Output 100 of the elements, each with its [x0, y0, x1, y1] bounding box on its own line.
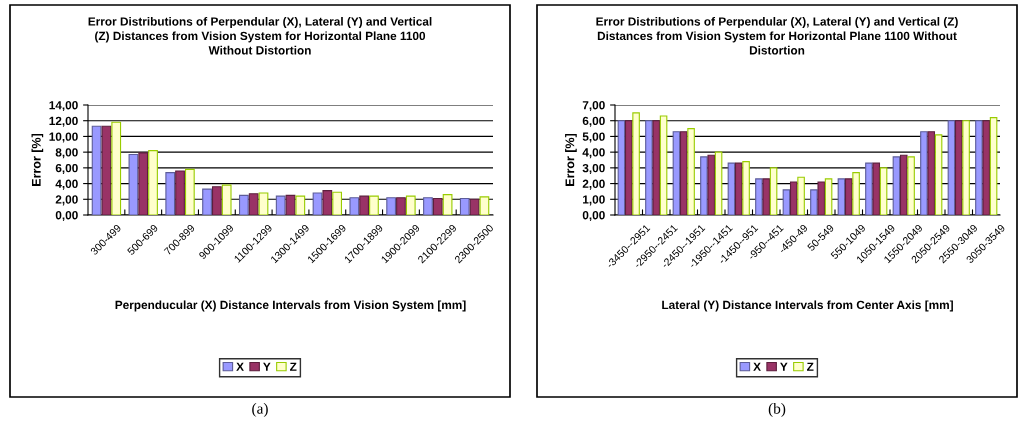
bar [386, 197, 397, 215]
y-tick-label: 6,00 [55, 163, 78, 174]
bar [789, 181, 798, 215]
bar [989, 117, 998, 215]
y-tick-label: 3,00 [582, 163, 605, 174]
bar [322, 190, 333, 215]
bar [238, 194, 249, 215]
bar [211, 186, 222, 215]
bar [844, 178, 853, 215]
bar [645, 120, 653, 215]
bar [148, 150, 158, 215]
bar [947, 120, 956, 215]
bar [165, 172, 176, 215]
bar [769, 167, 778, 215]
x-axis-title: Perpenducular (X) Distance Intervals from Vision System [mm] [115, 300, 466, 312]
bar [396, 197, 406, 215]
legend-label: Z [290, 362, 297, 371]
bar [659, 115, 668, 215]
bar [872, 162, 881, 215]
y-tick-label: 8,00 [55, 148, 78, 159]
y-tick-label: 14,00 [49, 101, 78, 112]
chart-title: Error Distributions of Perpendular (X), Lateral (Y) and Vertical (Z) Distances from Vision System for Horizontal Plane 1100 Without Distortion [596, 17, 958, 55]
bar [469, 198, 480, 215]
bar [248, 193, 259, 215]
bar [755, 178, 763, 215]
bar [762, 178, 771, 215]
bar [184, 168, 195, 215]
y-tick-label: 5,00 [582, 132, 605, 143]
bar [852, 172, 860, 215]
bar [975, 120, 983, 215]
bar [459, 197, 470, 215]
bar [892, 156, 901, 215]
x-axis-title: Lateral (Y) Distance Intervals from Center Axis [mm] [662, 300, 953, 312]
bar [442, 194, 453, 215]
bar [275, 195, 286, 215]
y-tick-label: 2,00 [55, 195, 78, 206]
bar [934, 134, 943, 215]
y-tick-label: 2,00 [582, 179, 605, 190]
chart-title: Error Distributions of Perpendular (X), Lateral (Y) and Vertical (Z) Distances from Vision System for Horizontal Plane 1100 Without Distortion [88, 17, 432, 55]
y-axis-title: Error [%] [31, 133, 44, 186]
bar [91, 125, 102, 215]
bar [652, 120, 661, 215]
bar [782, 189, 791, 215]
bar [138, 152, 149, 215]
bar [962, 120, 970, 215]
text: (a) [252, 403, 268, 417]
y-tick-label: 4,00 [582, 148, 605, 159]
bar [295, 195, 306, 215]
bar [312, 192, 323, 215]
bar [359, 195, 370, 215]
bar [432, 197, 443, 215]
bar [824, 178, 833, 215]
bar [221, 184, 232, 215]
y-axis-title: Error [%] [565, 133, 577, 186]
bar [405, 195, 416, 215]
bar [879, 167, 888, 215]
bar [369, 195, 379, 215]
bar [349, 197, 360, 215]
bar [742, 161, 750, 215]
bar [423, 197, 433, 215]
bar [175, 170, 185, 215]
bar [927, 131, 936, 215]
bar [687, 128, 695, 215]
bar [865, 162, 873, 215]
y-tick-label: 10,00 [49, 132, 78, 143]
bar [954, 120, 963, 215]
bar [258, 192, 269, 215]
bar [899, 154, 908, 215]
bar [727, 162, 736, 215]
legend-label: Z [807, 362, 814, 371]
bar [810, 189, 818, 215]
y-tick-label: 4,00 [55, 179, 78, 190]
bar [837, 178, 846, 215]
y-tick-label: 0,00 [582, 211, 605, 222]
bar [202, 188, 212, 215]
y-tick-label: 6,00 [582, 116, 605, 127]
y-tick-label: 0,00 [55, 211, 78, 222]
bar [817, 181, 826, 215]
bar [479, 196, 490, 215]
bar [285, 194, 296, 215]
bar [679, 131, 688, 215]
bar [734, 162, 743, 215]
bar [101, 125, 112, 215]
bar [920, 131, 928, 215]
bar [632, 112, 640, 215]
y-tick-label: 12,00 [49, 116, 78, 127]
legend-label: Y [263, 362, 271, 371]
legend-label: X [236, 362, 244, 371]
bar [672, 131, 681, 215]
y-tick-label: 7,00 [582, 101, 605, 112]
bar [797, 176, 805, 215]
y-tick-label: 1,00 [583, 195, 605, 206]
bar [707, 154, 716, 215]
bar [128, 153, 139, 215]
bar [907, 156, 915, 215]
bar [111, 121, 122, 215]
bar [982, 120, 991, 215]
text: (b) [768, 403, 786, 417]
bar [714, 151, 723, 215]
legend-label: Y [780, 362, 788, 371]
